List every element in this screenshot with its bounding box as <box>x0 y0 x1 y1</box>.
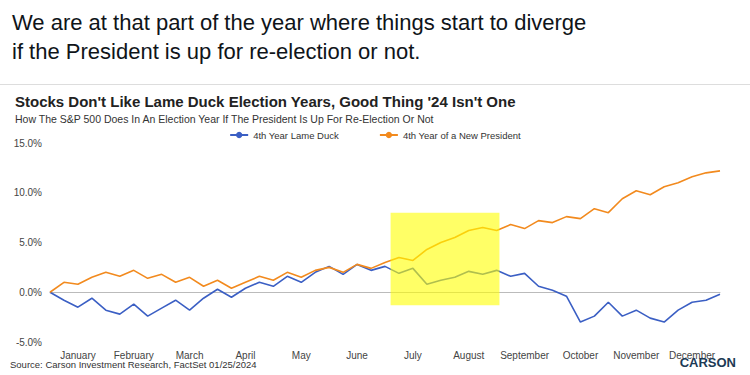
svg-text:10.0%: 10.0% <box>14 187 42 198</box>
svg-text:Source: Carson Investment Rese: Source: Carson Investment Research, Fact… <box>10 359 257 370</box>
svg-text:January: January <box>60 349 96 361</box>
svg-text:September: September <box>500 350 550 361</box>
svg-text:0.0%: 0.0% <box>19 287 42 298</box>
svg-text:August: August <box>453 350 484 361</box>
svg-text:-5.0%: -5.0% <box>16 337 42 348</box>
svg-text:CARSON: CARSON <box>680 355 736 370</box>
svg-text:4th Year Lame Duck: 4th Year Lame Duck <box>253 130 339 141</box>
svg-text:November: November <box>613 350 660 361</box>
svg-text:February: February <box>113 349 154 361</box>
svg-text:April: April <box>235 349 256 361</box>
svg-text:October: October <box>563 350 599 361</box>
svg-text:March: March <box>175 349 204 361</box>
svg-text:July: July <box>404 350 422 361</box>
svg-text:Stocks Don't Like Lame Duck El: Stocks Don't Like Lame Duck Election Yea… <box>15 93 516 110</box>
svg-text:4th Year of a New President: 4th Year of a New President <box>403 130 521 141</box>
svg-text:How The S&P 500 Does In An Ele: How The S&P 500 Does In An Election Year… <box>15 113 434 125</box>
svg-text:15.0%: 15.0% <box>14 138 42 149</box>
svg-text:5.0%: 5.0% <box>19 237 42 248</box>
html-text:We are at that part of the yea: We are at that part of the year where th… <box>12 10 587 35</box>
svg-text:June: June <box>346 350 368 361</box>
svg-text:May: May <box>292 350 311 361</box>
html-text:if the President is up for re-: if the President is up for re-election o… <box>12 39 421 64</box>
